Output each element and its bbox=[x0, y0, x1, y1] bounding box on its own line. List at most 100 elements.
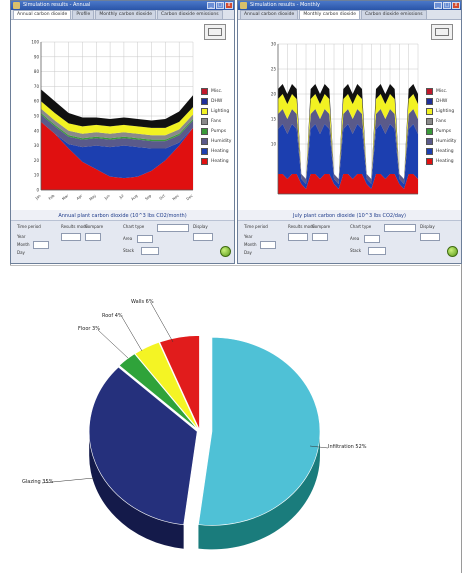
minimize-button[interactable]: _ bbox=[434, 2, 442, 9]
chart-type-select[interactable] bbox=[157, 224, 189, 232]
tab-annual[interactable]: Annual carbon dioxide bbox=[13, 10, 72, 19]
close-button[interactable]: x bbox=[452, 2, 460, 9]
results-mode-select[interactable] bbox=[61, 233, 81, 241]
legend-swatch bbox=[201, 117, 208, 125]
display-select[interactable] bbox=[193, 233, 213, 241]
compare-label: Compare bbox=[85, 224, 104, 229]
y-tick-label: 60 bbox=[34, 99, 40, 104]
month-select[interactable] bbox=[33, 241, 49, 249]
legend-item: DHW bbox=[426, 96, 456, 106]
legend-label: Lighting bbox=[436, 108, 455, 114]
chart-legend: Misc. DHW Lighting Fans Pumps Humidity Heating… bbox=[426, 86, 456, 166]
x-tick-label: Feb bbox=[48, 193, 56, 201]
legend-swatch bbox=[426, 97, 433, 105]
results-mode-label: Results mode bbox=[61, 224, 89, 229]
tab-profile[interactable]: Profile bbox=[72, 10, 95, 19]
tab-emissions[interactable]: Carbon dioxide emissions bbox=[157, 10, 223, 19]
tab-annual[interactable]: Annual carbon dioxide bbox=[240, 10, 299, 19]
legend-item: Humidity bbox=[201, 136, 231, 146]
legend-item: Lighting bbox=[201, 106, 231, 116]
y-tick-label: 10 bbox=[271, 142, 277, 147]
y-tick-label: 70 bbox=[34, 84, 40, 89]
annual-results-window: Simulation results - Annual _ □ x Annual… bbox=[10, 0, 235, 264]
legend-swatch bbox=[426, 147, 433, 155]
y-tick-label: 40 bbox=[34, 128, 40, 133]
x-tick-label: Jan bbox=[34, 194, 42, 201]
x-tick-label: Aug bbox=[130, 194, 138, 202]
controls-panel: Time period Year Month Day Results mode … bbox=[238, 220, 461, 263]
series-area-lighting bbox=[41, 101, 193, 136]
area-option[interactable]: Area bbox=[350, 236, 360, 241]
month-select[interactable] bbox=[260, 241, 276, 249]
chart-type-label: Chart type bbox=[123, 224, 145, 229]
y-tick-label: 20 bbox=[271, 92, 277, 97]
month-option[interactable]: Month bbox=[244, 242, 257, 247]
window-title: Simulation results - Annual bbox=[23, 2, 91, 8]
run-button[interactable] bbox=[220, 246, 231, 257]
controls-panel: Time period Year Month Day Results mode … bbox=[11, 220, 234, 263]
compare-select[interactable] bbox=[85, 233, 101, 241]
series-area-misc bbox=[278, 84, 418, 179]
chart-type-select[interactable] bbox=[384, 224, 416, 232]
tab-bar: Annual carbon dioxide Profile Monthly ca… bbox=[11, 10, 234, 20]
maximize-button[interactable]: □ bbox=[216, 2, 224, 9]
pie-label-floor: Floor 3% bbox=[78, 326, 100, 332]
legend-item: Heating bbox=[201, 156, 231, 166]
tab-emissions[interactable]: Carbon dioxide emissions bbox=[361, 10, 427, 19]
results-mode-select[interactable] bbox=[288, 233, 308, 241]
month-option[interactable]: Month bbox=[17, 242, 30, 247]
chart-type-label: Chart type bbox=[350, 224, 372, 229]
series-area-heating bbox=[278, 124, 418, 189]
y-tick-label: 25 bbox=[271, 67, 277, 72]
legend-label: Humidity bbox=[436, 138, 457, 144]
legend-label: DHW bbox=[436, 98, 448, 104]
stack-option[interactable]: Stack bbox=[123, 248, 135, 253]
series-area-heating bbox=[278, 174, 418, 194]
x-tick-label: Apr bbox=[76, 193, 84, 200]
time-period-label: Time period bbox=[17, 224, 41, 229]
tab-monthly[interactable]: Monthly carbon dioxide bbox=[299, 10, 360, 19]
stack-option[interactable]: Stack bbox=[350, 248, 362, 253]
area-select[interactable] bbox=[137, 235, 153, 243]
day-option[interactable]: Day bbox=[244, 250, 252, 255]
compare-select[interactable] bbox=[312, 233, 328, 241]
area-option[interactable]: Area bbox=[123, 236, 133, 241]
maximize-button[interactable]: □ bbox=[443, 2, 451, 9]
legend-item: Lighting bbox=[426, 106, 456, 116]
year-option[interactable]: Year bbox=[17, 234, 26, 239]
building-logo-icon bbox=[204, 24, 226, 40]
legend-swatch bbox=[201, 87, 208, 95]
y-tick-label: 30 bbox=[271, 42, 277, 47]
legend-label: DHW bbox=[211, 98, 223, 104]
window-titlebar[interactable]: Simulation results - Monthly _ □ x bbox=[238, 1, 461, 10]
year-option[interactable]: Year bbox=[244, 234, 253, 239]
run-button[interactable] bbox=[447, 246, 458, 257]
stack-select[interactable] bbox=[368, 247, 386, 255]
x-tick-label: May bbox=[89, 193, 98, 201]
tab-bar: Annual carbon dioxide Monthly carbon dio… bbox=[238, 10, 461, 20]
stack-select[interactable] bbox=[141, 247, 159, 255]
y-tick-label: 50 bbox=[34, 114, 40, 119]
pie-slice-side bbox=[198, 431, 320, 550]
x-tick-label: Jul bbox=[118, 194, 125, 200]
x-tick-label: Sep bbox=[144, 193, 152, 201]
pie-panel: Infiltration 52% Glazing 35% Floor 3% Roof … bbox=[10, 265, 460, 574]
tab-monthly[interactable]: Monthly carbon dioxide bbox=[95, 10, 156, 19]
day-option[interactable]: Day bbox=[17, 250, 25, 255]
minimize-button[interactable]: _ bbox=[207, 2, 215, 9]
area-select[interactable] bbox=[364, 235, 380, 243]
legend-swatch bbox=[426, 117, 433, 125]
y-tick-label: 80 bbox=[34, 69, 40, 74]
display-select[interactable] bbox=[420, 233, 440, 241]
chart-title: Annual plant carbon dioxide (10^3 lbs CO… bbox=[58, 213, 187, 219]
y-tick-label: 0 bbox=[36, 188, 39, 193]
y-tick-label: 30 bbox=[34, 143, 40, 148]
display-label: Display bbox=[193, 224, 208, 229]
window-title: Simulation results - Monthly bbox=[250, 2, 320, 8]
legend-label: Fans bbox=[211, 118, 222, 124]
y-tick-label: 90 bbox=[34, 54, 40, 59]
series-area-fans bbox=[41, 108, 193, 140]
window-titlebar[interactable]: Simulation results - Annual _ □ x bbox=[11, 1, 234, 10]
legend-label: Pumps bbox=[436, 128, 452, 134]
close-button[interactable]: x bbox=[225, 2, 233, 9]
